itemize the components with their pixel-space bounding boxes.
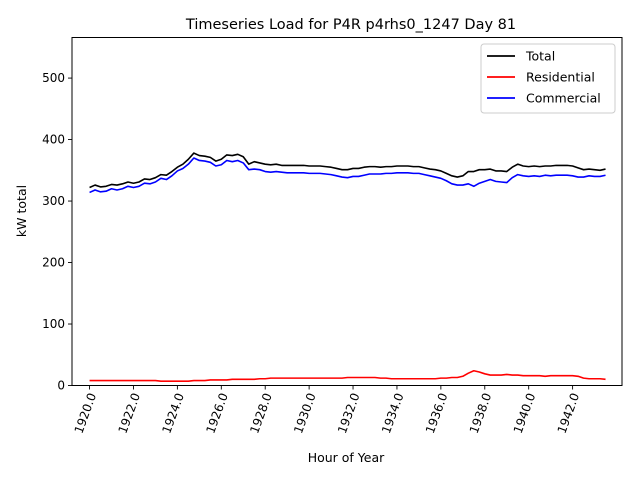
- legend: Total Residential Commercial: [480, 43, 616, 114]
- x-tick-label: 1930.0: [291, 391, 319, 435]
- legend-label-residential: Residential: [526, 70, 595, 85]
- x-tick-label: 1936.0: [423, 391, 451, 435]
- x-tick-label: 1940.0: [511, 391, 539, 435]
- series-line-residential: [89, 369, 606, 383]
- x-tick-label: 1924.0: [159, 391, 187, 435]
- series-line-total: [89, 152, 606, 189]
- plot-lines: [89, 152, 606, 383]
- y-tick-label: 300: [42, 194, 65, 208]
- y-tick-label: 100: [42, 317, 65, 331]
- chart-title: Timeseries Load for P4R p4rhs0_1247 Day …: [185, 17, 516, 33]
- y-axis-label: kW total: [14, 185, 29, 237]
- y-axis: 0 100 200 300 400 500: [42, 71, 72, 393]
- x-tick-label: 1926.0: [203, 391, 231, 435]
- legend-label-total: Total: [525, 49, 555, 64]
- x-tick-label: 1942.0: [555, 391, 583, 435]
- legend-box: [480, 43, 616, 114]
- x-axis-label: Hour of Year: [308, 450, 385, 465]
- x-tick-label: 1920.0: [72, 391, 100, 435]
- x-tick-label: 1932.0: [335, 391, 363, 435]
- x-tick-label: 1922.0: [116, 391, 144, 435]
- x-axis: 1920.0 1922.0 1924.0 1926.0 1928.0 1930.0 1932…: [72, 385, 583, 435]
- legend-label-commercial: Commercial: [526, 91, 601, 106]
- y-tick-label: 200: [42, 256, 65, 270]
- plot-frame: [71, 37, 623, 386]
- y-tick-label: 400: [42, 133, 65, 147]
- y-tick-label: 0: [57, 379, 65, 393]
- x-tick-label: 1928.0: [247, 391, 275, 435]
- x-tick-label: 1934.0: [379, 391, 407, 435]
- y-tick-label: 500: [42, 71, 65, 85]
- x-tick-label: 1938.0: [467, 391, 495, 435]
- series-line-commercial: [89, 157, 606, 194]
